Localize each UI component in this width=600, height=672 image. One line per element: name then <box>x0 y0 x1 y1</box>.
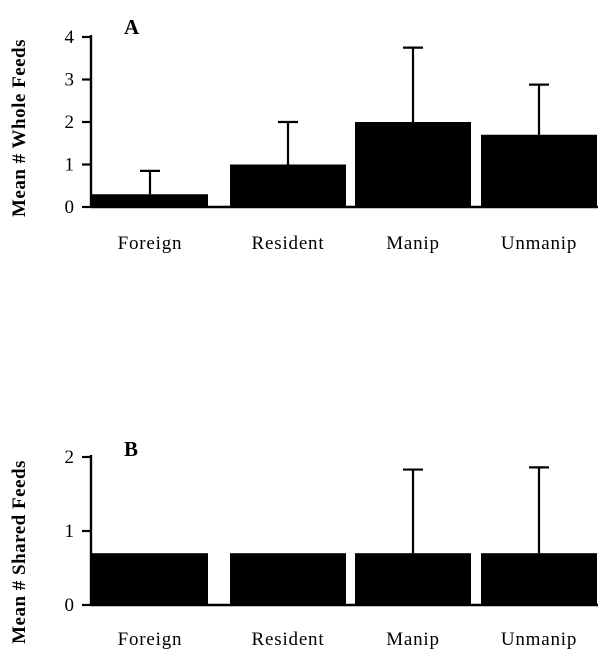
bar-a-manip <box>355 122 471 207</box>
panel-a: Foreign Resident Manip Unmanip 0 1 2 3 4 A Mean # … <box>9 15 598 254</box>
panel-b: Foreign Resident Manip Unmanip 0 1 2 B Mean # Sh… <box>9 437 598 650</box>
panel-label-a: A <box>124 15 140 39</box>
x-tick-label-b-unmanip: Unmanip <box>501 629 577 650</box>
y-tick-label-a-4: 4 <box>65 27 75 48</box>
y-tick-label-a-3: 3 <box>65 70 75 91</box>
bar-a-resident <box>230 164 346 207</box>
bar-a-unmanip <box>481 134 597 207</box>
y-tick-label-b-2: 2 <box>65 447 75 468</box>
y-axis-label-a: Mean # Whole Feeds <box>9 39 30 217</box>
x-tick-label-a-foreign: Foreign <box>118 233 183 254</box>
y-tick-label-b-0: 0 <box>65 595 75 616</box>
y-tick-label-b-1: 1 <box>65 521 75 542</box>
bar-b-foreign <box>92 553 208 605</box>
x-tick-label-a-unmanip: Unmanip <box>501 233 577 254</box>
y-axis-label-b: Mean # Shared Feeds <box>9 460 30 644</box>
x-tick-label-b-manip: Manip <box>386 629 440 650</box>
bar-b-resident <box>230 553 346 605</box>
x-tick-label-b-foreign: Foreign <box>118 629 183 650</box>
y-tick-label-a-2: 2 <box>65 112 75 133</box>
bar-a-foreign <box>92 194 208 207</box>
bar-b-manip <box>355 553 471 605</box>
x-tick-label-b-resident: Resident <box>252 629 325 650</box>
x-tick-label-a-resident: Resident <box>252 233 325 254</box>
bar-b-unmanip <box>481 553 597 605</box>
y-tick-label-a-1: 1 <box>65 155 75 176</box>
y-tick-label-a-0: 0 <box>65 197 75 218</box>
x-tick-label-a-manip: Manip <box>386 233 440 254</box>
panel-label-b: B <box>124 437 138 461</box>
